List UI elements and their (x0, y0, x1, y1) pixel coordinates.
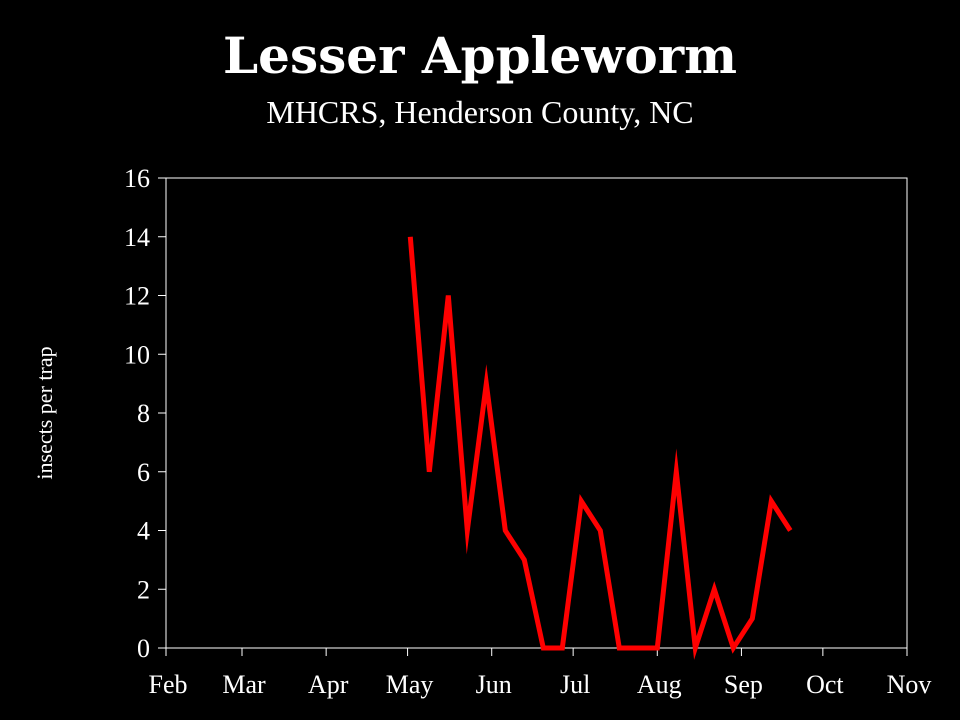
y-tick-label: 14 (124, 223, 150, 252)
y-tick-label: 2 (137, 575, 150, 604)
plot-area-frame (165, 177, 908, 649)
y-tick-label: 0 (137, 634, 150, 663)
x-tick-label: May (386, 670, 434, 699)
x-tick-label: Sep (724, 670, 763, 699)
chart-title: Lesser Appleworm (223, 26, 737, 85)
y-tick-label: 8 (137, 399, 150, 428)
y-tick-label: 4 (137, 517, 150, 546)
y-tick-label: 12 (124, 282, 150, 311)
x-tick-label: Jul (560, 670, 590, 699)
x-tick-label: Feb (149, 670, 188, 699)
x-tick-label: Oct (806, 670, 844, 699)
x-tick-label: Apr (308, 670, 349, 699)
series-line (407, 236, 793, 660)
y-axis-title: insects per trap (32, 346, 57, 479)
y-tick-label: 6 (137, 458, 150, 487)
x-tick-label: Mar (222, 670, 266, 699)
chart-subtitle: MHCRS, Henderson County, NC (266, 94, 694, 130)
y-tick-label: 10 (124, 340, 150, 369)
x-tick-label: Jun (476, 670, 512, 699)
x-tick-label: Nov (887, 670, 932, 699)
y-tick-label: 16 (124, 164, 150, 193)
x-tick-label: Aug (637, 670, 682, 699)
